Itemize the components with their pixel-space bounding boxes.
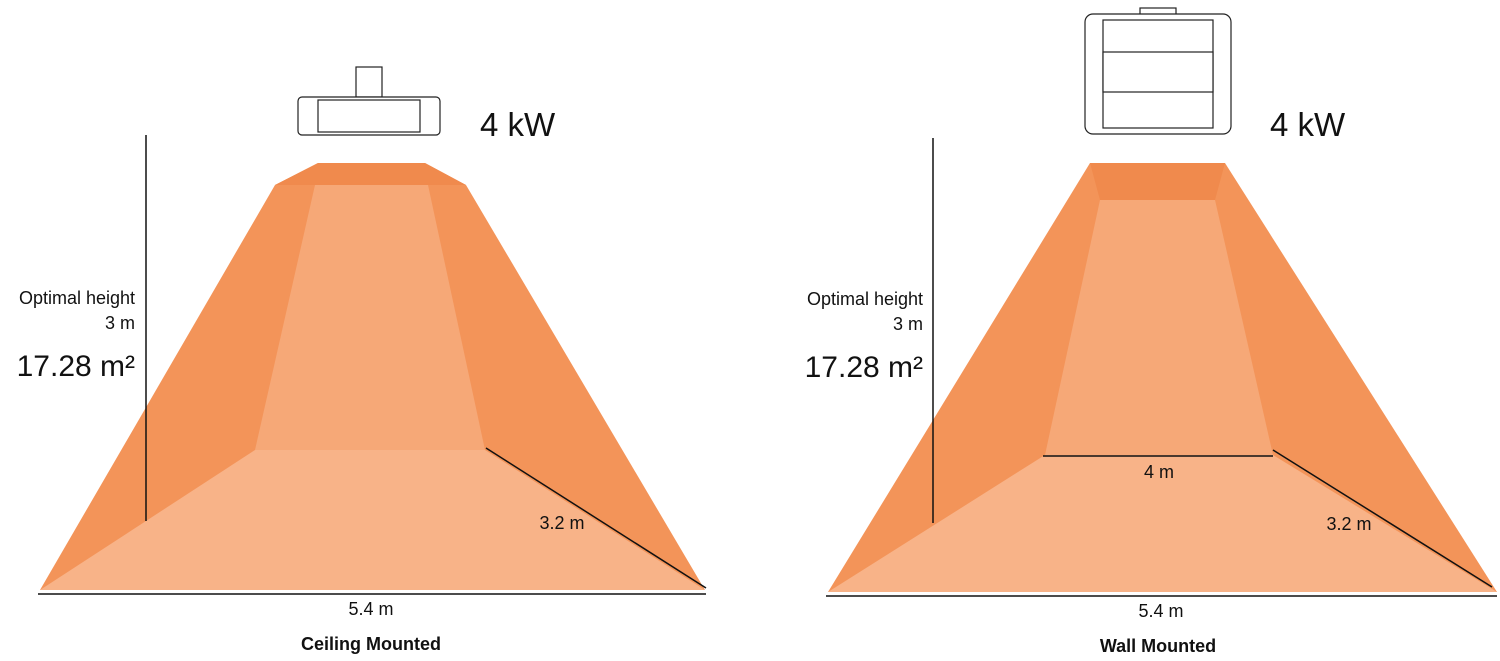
wall-panel: 4 kW Optimal height 3 m 17.28 m² 4 m 3.2… <box>805 7 1497 656</box>
ceiling-panel: 4 kW Optimal height 3 m 17.28 m² 3.2 m 5… <box>17 66 707 654</box>
power-label: 4 kW <box>1270 106 1346 143</box>
height-value: 3 m <box>105 313 135 333</box>
wall-heater-icon <box>1084 7 1232 135</box>
front-width-label: 4 m <box>1144 462 1174 482</box>
heat-top <box>1090 163 1225 200</box>
depth-line <box>485 447 707 589</box>
area-label: 17.28 m² <box>17 350 135 383</box>
height-label: Optimal height <box>19 288 135 308</box>
heat-back <box>255 185 485 450</box>
power-label: 4 kW <box>480 106 556 143</box>
height-value: 3 m <box>893 314 923 334</box>
heat-back <box>1045 200 1273 455</box>
height-label: Optimal height <box>807 289 923 309</box>
heat-floor <box>40 450 705 590</box>
heat-floor <box>828 455 1497 592</box>
caption: Wall Mounted <box>1100 636 1216 656</box>
depth-label: 3.2 m <box>539 513 584 533</box>
width-label: 5.4 m <box>1138 601 1183 621</box>
ceiling-heater-icon <box>297 66 441 136</box>
heat-top <box>275 163 466 185</box>
width-label: 5.4 m <box>348 599 393 619</box>
depth-label: 3.2 m <box>1326 514 1371 534</box>
area-label: 17.28 m² <box>805 351 923 384</box>
depth-line <box>1272 449 1493 588</box>
caption: Ceiling Mounted <box>301 634 441 654</box>
